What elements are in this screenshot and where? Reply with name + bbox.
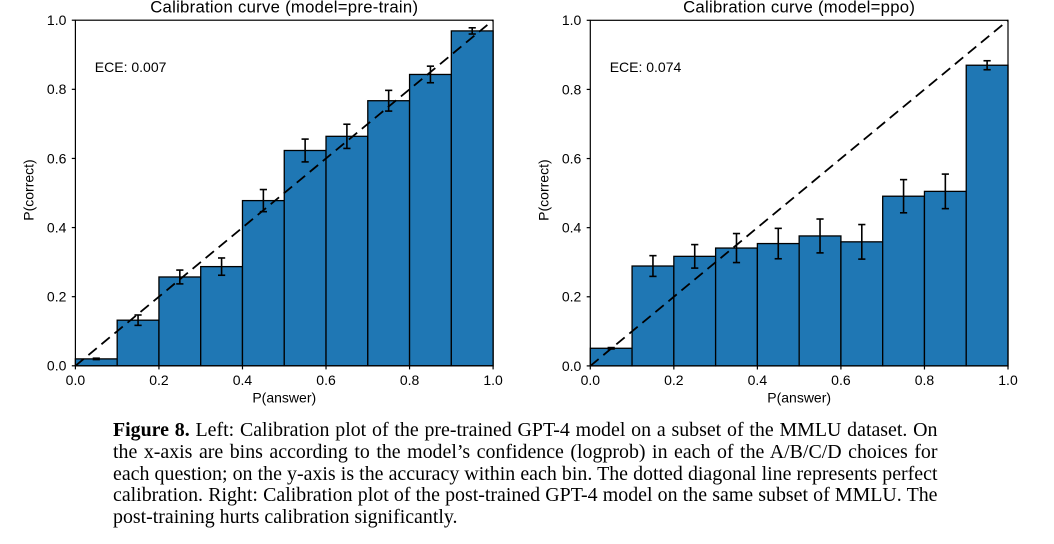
svg-text:1.0: 1.0: [47, 12, 67, 28]
svg-text:0.2: 0.2: [47, 289, 67, 305]
svg-text:P(answer): P(answer): [252, 389, 316, 405]
svg-text:1.0: 1.0: [562, 12, 582, 28]
svg-text:0.0: 0.0: [66, 372, 86, 388]
svg-text:0.8: 0.8: [562, 81, 582, 97]
svg-text:0.6: 0.6: [831, 372, 851, 388]
svg-text:0.2: 0.2: [149, 372, 169, 388]
svg-text:0.0: 0.0: [562, 358, 582, 374]
svg-text:0.2: 0.2: [562, 289, 582, 305]
svg-text:0.8: 0.8: [915, 372, 935, 388]
svg-text:0.4: 0.4: [233, 372, 253, 388]
svg-text:0.6: 0.6: [47, 150, 67, 166]
svg-text:P(correct): P(correct): [535, 159, 551, 220]
svg-text:0.0: 0.0: [581, 372, 601, 388]
svg-text:1.0: 1.0: [998, 372, 1018, 388]
svg-text:0.8: 0.8: [400, 372, 420, 388]
svg-text:0.0: 0.0: [47, 358, 67, 374]
svg-text:P(correct): P(correct): [21, 159, 37, 220]
svg-text:0.4: 0.4: [47, 219, 67, 235]
svg-text:0.6: 0.6: [562, 150, 582, 166]
svg-text:0.4: 0.4: [562, 220, 582, 236]
svg-text:0.2: 0.2: [664, 372, 684, 388]
svg-text:Calibration curve (model=pre-t: Calibration curve (model=pre-train): [150, 0, 418, 17]
svg-text:0.6: 0.6: [316, 372, 336, 388]
svg-text:ECE: 0.074: ECE: 0.074: [610, 59, 682, 75]
svg-text:1.0: 1.0: [483, 372, 503, 388]
svg-text:P(answer): P(answer): [767, 389, 831, 405]
svg-text:0.8: 0.8: [47, 81, 67, 97]
svg-text:ECE: 0.007: ECE: 0.007: [95, 59, 167, 75]
svg-text:Calibration curve (model=ppo): Calibration curve (model=ppo): [683, 0, 915, 17]
svg-text:0.4: 0.4: [748, 372, 768, 388]
